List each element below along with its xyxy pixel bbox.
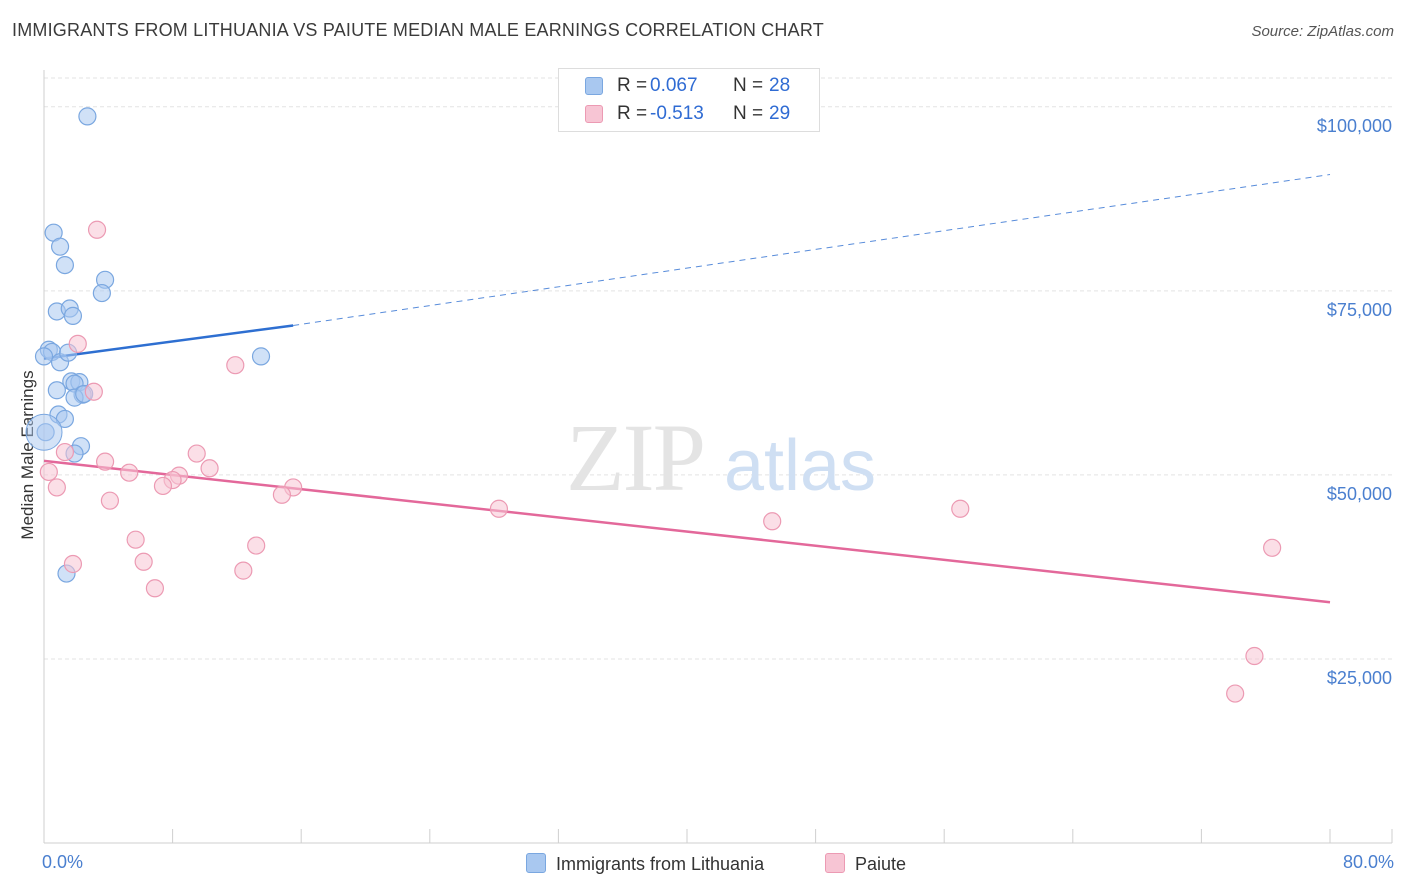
legend-label-paiute: Paiute <box>855 854 907 874</box>
point-paiute <box>120 463 139 482</box>
r-value-lithuania: 0.067 <box>650 75 698 96</box>
y-tick-label: $75,000 <box>1327 300 1392 320</box>
point-paiute <box>126 530 145 549</box>
trend-line-paiute <box>43 459 1331 604</box>
watermark: ZIP atlas <box>566 404 876 511</box>
trend-lines <box>43 174 1331 604</box>
y-tick-label: $100,000 <box>1317 116 1392 136</box>
legend-swatch-paiute <box>825 853 845 874</box>
point-paiute <box>153 476 173 496</box>
point-paiute <box>200 459 219 478</box>
stats-legend: R = 0.067 N = 28 R = -0.513 N = 29 <box>558 68 820 132</box>
axes <box>43 70 1393 844</box>
n-label: N = <box>733 75 764 96</box>
point-paiute <box>39 462 58 482</box>
watermark-zip: ZIP <box>566 404 704 511</box>
point-paiute <box>951 499 970 518</box>
source-label: Source: ZipAtlas.com <box>1251 23 1394 40</box>
point-lithuania <box>251 347 271 366</box>
point-lithuania-cluster <box>25 413 63 451</box>
r-label: R = <box>617 103 648 124</box>
point-paiute <box>68 334 87 353</box>
legend-item-paiute[interactable]: Paiute <box>825 852 906 878</box>
point-paiute <box>95 452 115 471</box>
point-paiute <box>145 579 165 598</box>
point-lithuania <box>63 306 83 325</box>
point-lithuania <box>47 381 66 400</box>
point-paiute <box>763 512 782 531</box>
point-lithuania <box>55 255 74 275</box>
point-paiute <box>1226 684 1245 703</box>
y-tick-label: $50,000 <box>1327 484 1392 504</box>
legend-label-lithuania: Immigrants from Lithuania <box>556 854 765 874</box>
point-paiute <box>187 444 206 463</box>
watermark-atlas: atlas <box>724 426 876 506</box>
point-paiute <box>134 552 153 571</box>
x-tick-min: 0.0% <box>42 852 84 872</box>
x-tick-max: 80.0% <box>1342 852 1394 872</box>
n-value-paiute: 29 <box>769 103 791 124</box>
point-paiute <box>47 478 66 497</box>
lithuania-swatch <box>585 77 603 95</box>
chart-title: IMMIGRANTS FROM LITHUANIA VS PAIUTE MEDI… <box>12 20 824 40</box>
point-paiute <box>55 442 74 462</box>
trend-line-lithuania-extension <box>293 174 1331 326</box>
legend-swatch-lithuania <box>526 853 546 874</box>
point-paiute <box>63 554 83 574</box>
legend-item-lithuania[interactable]: Immigrants from Lithuania <box>526 852 764 878</box>
point-paiute <box>100 491 120 510</box>
paiute-swatch <box>585 105 603 123</box>
point-lithuania <box>50 237 70 256</box>
point-lithuania <box>78 107 97 126</box>
point-paiute <box>1245 646 1264 666</box>
point-lithuania <box>34 347 54 366</box>
bottom-legend: Immigrants from Lithuania Paiute <box>0 852 1406 878</box>
point-lithuania <box>92 283 111 303</box>
point-paiute <box>247 536 266 555</box>
point-paiute <box>226 356 245 375</box>
point-paiute <box>234 561 253 580</box>
n-value-lithuania: 28 <box>769 75 791 96</box>
point-paiute <box>489 499 509 518</box>
data-points <box>25 107 1282 703</box>
point-paiute <box>272 485 292 504</box>
point-paiute <box>87 220 107 239</box>
y-tick-labels: $100,000 $75,000 $50,000 $25,000 <box>1317 116 1392 688</box>
point-paiute <box>84 382 103 401</box>
trend-line-lithuania <box>43 324 294 360</box>
n-label: N = <box>733 103 764 124</box>
r-label: R = <box>617 75 648 96</box>
point-paiute <box>1263 538 1282 557</box>
y-tick-label: $25,000 <box>1327 668 1392 688</box>
r-value-paiute: -0.513 <box>650 103 704 124</box>
